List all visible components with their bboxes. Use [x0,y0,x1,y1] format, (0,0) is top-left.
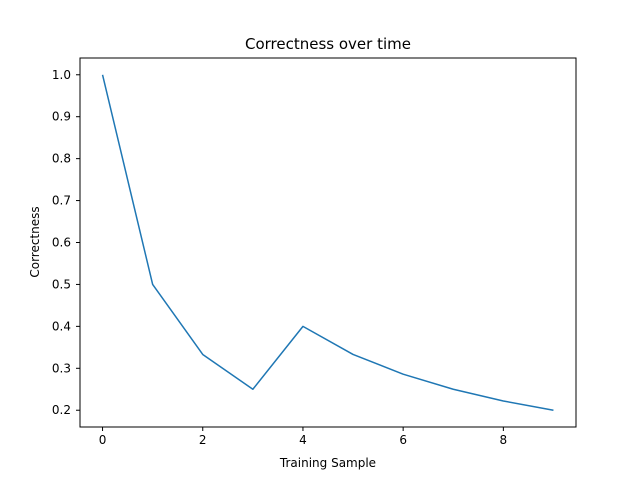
y-tick-label: 1.0 [52,68,71,82]
y-axis-ticks: 0.2 0.3 0.4 0.5 0.6 0.7 0.8 0.9 1.0 [52,68,80,417]
y-tick-label: 0.7 [52,194,71,208]
y-tick-label: 0.4 [52,319,71,333]
x-tick-label: 4 [299,433,307,447]
plot-area: 0 2 4 6 8 0.2 0.3 0.4 0.5 0.6 0.7 0.8 0.9 1.0 [52,57,577,447]
x-tick-label: 2 [199,433,207,447]
x-tick-label: 6 [399,433,407,447]
y-tick-label: 0.2 [52,403,71,417]
x-tick-label: 8 [500,433,508,447]
x-tick-label: 0 [99,433,107,447]
plot-frame [79,57,577,428]
y-tick-label: 0.3 [52,361,71,375]
y-axis-label: Correctness [28,206,42,277]
x-axis-ticks: 0 2 4 6 8 [99,427,507,447]
y-tick-label: 0.6 [52,236,71,250]
y-tick-label: 0.8 [52,152,71,166]
correctness-series-line [101,74,554,411]
y-tick-label: 0.9 [52,110,71,124]
x-axis-label: Training Sample [279,456,376,470]
chart-title: Correctness over time [245,35,411,53]
y-tick-label: 0.5 [52,277,71,291]
